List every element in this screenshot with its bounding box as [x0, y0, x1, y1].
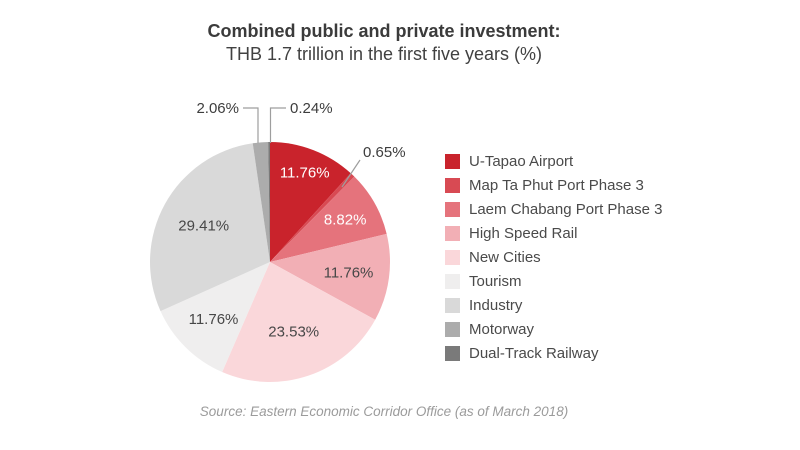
- legend-swatch: [445, 225, 460, 241]
- legend-item-7: Motorway: [445, 317, 662, 341]
- legend-swatch: [445, 345, 460, 361]
- pie-slice-2: [270, 176, 387, 262]
- leader-line-1: [341, 159, 361, 188]
- legend-label: New Cities: [469, 248, 541, 266]
- legend-item-1: Map Ta Phut Port Phase 3: [445, 173, 662, 197]
- legend-swatch: [445, 249, 460, 265]
- legend-swatch: [445, 177, 460, 193]
- legend-item-2: Laem Chabang Port Phase 3: [445, 197, 662, 221]
- legend-swatch: [445, 153, 460, 169]
- legend-label: Industry: [469, 296, 523, 314]
- pie-slice-6: [150, 143, 270, 312]
- slice-value-label-4: 23.53%: [268, 323, 319, 340]
- legend-item-0: U-Tapao Airport: [445, 149, 662, 173]
- slice-value-label-5: 11.76%: [189, 311, 239, 328]
- pie-slice-3: [270, 233, 390, 320]
- pie-slice-4: [222, 262, 376, 382]
- chart-title: Combined public and private investment:: [207, 21, 561, 41]
- legend-label: Motorway: [469, 320, 535, 338]
- legend: U-Tapao Airport Map Ta Phut Port Phase 3 L…: [445, 149, 662, 365]
- legend-item-8: Dual-Track Railway: [445, 341, 662, 365]
- legend-item-6: Industry: [445, 293, 662, 317]
- chart-header: Combined public and private investment: …: [0, 20, 768, 66]
- legend-swatch: [445, 297, 460, 313]
- pie-slice-8: [268, 141, 270, 262]
- legend-label: Dual-Track Railway: [469, 344, 599, 362]
- legend-label: Laem Chabang Port Phase 3: [469, 200, 663, 218]
- pie-slice-1: [270, 173, 355, 262]
- legend-swatch: [445, 321, 460, 337]
- pie-slice-7: [252, 142, 270, 262]
- legend-label: Map Ta Phut Port Phase 3: [469, 176, 644, 194]
- legend-swatch: [445, 201, 460, 217]
- slice-value-label-2: 8.82%: [324, 212, 367, 229]
- legend-item-5: Tourism: [445, 269, 662, 293]
- pie-slice-0: [270, 142, 351, 262]
- legend-swatch: [445, 273, 460, 289]
- slice-value-label-8: 0.24%: [290, 100, 333, 117]
- source-note: Source: Eastern Economic Corridor Office…: [199, 404, 569, 419]
- legend-label: Tourism: [469, 272, 522, 290]
- legend-label: High Speed Rail: [469, 224, 578, 242]
- chart-subtitle: THB 1.7 trillion in the first five years…: [225, 44, 543, 64]
- slice-value-label-7: 2.06%: [196, 100, 239, 117]
- legend-item-4: New Cities: [445, 245, 662, 269]
- legend-label: U-Tapao Airport: [469, 152, 574, 170]
- slice-value-label-6: 29.41%: [178, 218, 229, 235]
- slice-value-label-0: 11.76%: [280, 165, 330, 182]
- slice-value-label-1: 0.65%: [363, 144, 406, 161]
- leader-line-7: [243, 107, 259, 143]
- slice-value-label-3: 11.76%: [324, 265, 374, 282]
- pie-slice-5: [160, 262, 270, 373]
- legend-item-3: High Speed Rail: [445, 221, 662, 245]
- leader-line-8: [269, 107, 286, 143]
